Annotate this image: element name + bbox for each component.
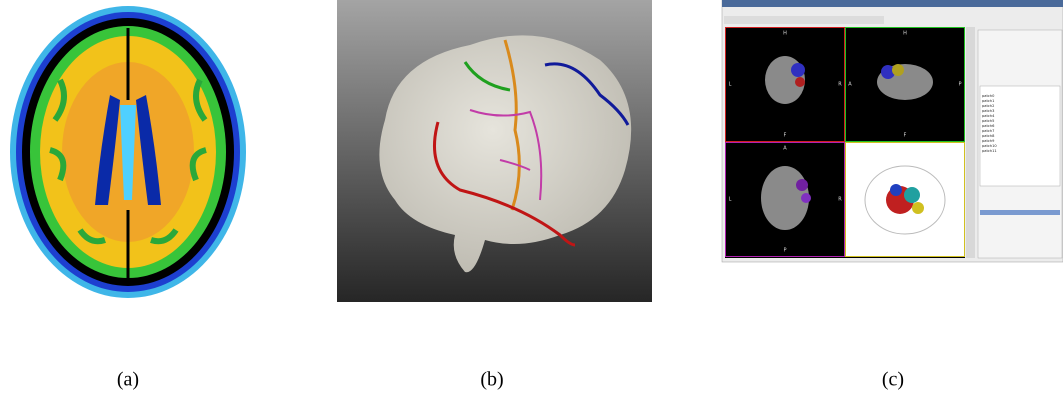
patch-row: patch5 (982, 119, 994, 123)
view-label: R (838, 82, 842, 88)
page: {"captions": ["(a)", "(b)", "(c)"], "scr… (0, 0, 1063, 396)
view-label: F (784, 133, 787, 139)
patch-row: patch8 (982, 134, 995, 138)
patch-row: patch9 (982, 139, 995, 143)
view-label: H (783, 31, 787, 37)
patch-row: patch11 (982, 149, 997, 153)
patch-row: patch0 (982, 94, 995, 98)
caption: (a) (117, 369, 139, 391)
view-label: P (783, 248, 786, 254)
figure: (a) (b) (c) HFLRHFAPAPLRpatch0patch1patc… (0, 0, 1063, 396)
view-label: P (958, 82, 961, 88)
view-label: A (783, 146, 787, 152)
caption: (c) (882, 369, 904, 391)
view-label: L (729, 197, 732, 203)
patch-row: patch7 (982, 129, 994, 133)
panel-b-image (337, 0, 652, 302)
patch-row: patch2 (982, 104, 994, 108)
patch-row: patch4 (982, 114, 995, 118)
caption: (b) (480, 369, 503, 391)
panel-a-image (10, 6, 246, 298)
panel-c-screenshot (722, 0, 1063, 262)
patch-row: patch3 (982, 109, 994, 113)
patch-row: patch6 (982, 124, 995, 128)
patch-row: patch1 (982, 99, 994, 103)
view-label: F (904, 133, 907, 139)
view-label: A (848, 82, 852, 88)
view-label: L (729, 82, 732, 88)
patch-row: patch10 (982, 144, 997, 148)
view-label: H (903, 31, 907, 37)
view-label: R (838, 197, 842, 203)
